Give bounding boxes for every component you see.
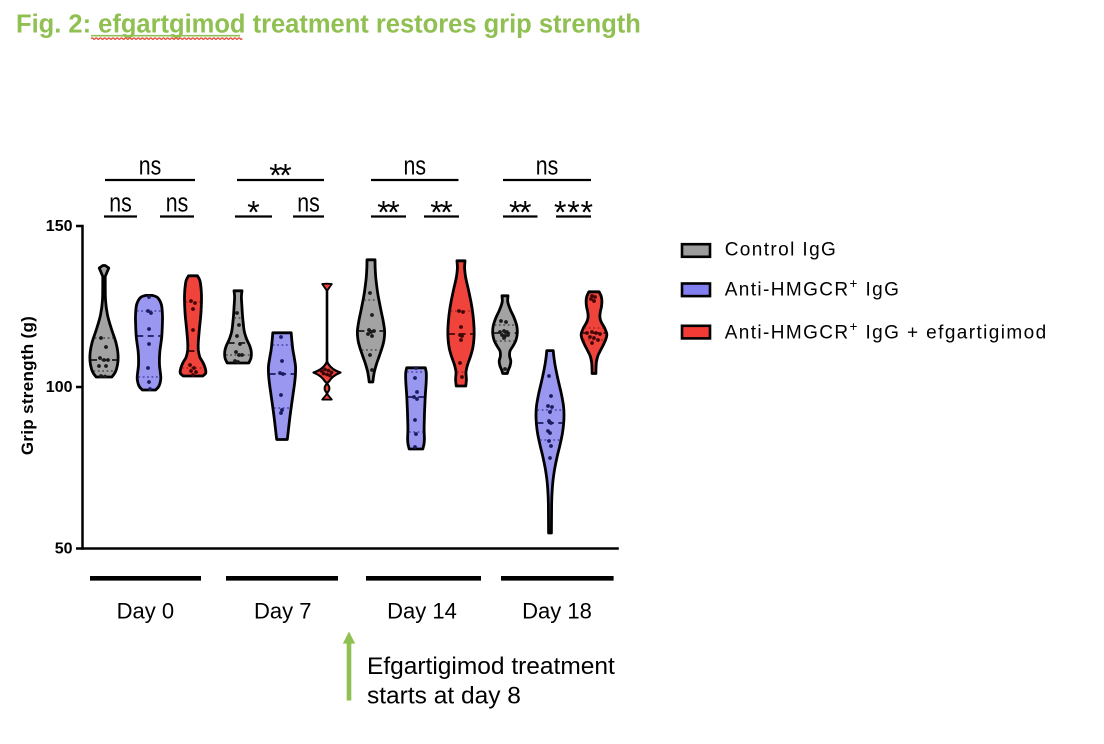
svg-text:ns: ns — [536, 153, 559, 181]
svg-text:**: ** — [430, 195, 453, 231]
svg-text:ns: ns — [139, 153, 162, 181]
svg-text:100: 100 — [46, 379, 73, 396]
svg-text:**: ** — [509, 195, 532, 231]
svg-text:Efgartigimod treatment: Efgartigimod treatment — [367, 653, 615, 680]
svg-text:Day 14: Day 14 — [387, 599, 457, 624]
svg-text:*: * — [247, 195, 259, 231]
svg-text:ns: ns — [166, 190, 189, 218]
svg-text:Day 18: Day 18 — [522, 599, 592, 624]
svg-text:50: 50 — [55, 541, 73, 558]
svg-text:Day 7: Day 7 — [254, 599, 311, 624]
svg-text:ns: ns — [109, 190, 132, 218]
svg-text:starts at day 8: starts at day 8 — [367, 683, 521, 710]
svg-text:**: ** — [377, 195, 400, 231]
svg-text:Day 0: Day 0 — [117, 599, 174, 624]
svg-text:ns: ns — [404, 153, 427, 181]
svg-text:Control IgG: Control IgG — [725, 239, 838, 260]
svg-text:**: ** — [269, 158, 292, 194]
svg-text:Grip strength (g): Grip strength (g) — [18, 316, 37, 455]
svg-text:ns: ns — [297, 190, 320, 218]
svg-text:Anti-HMGCR+ IgG + efgartigimod: Anti-HMGCR+ IgG + efgartigimod — [725, 319, 1048, 344]
svg-text:150: 150 — [46, 218, 73, 235]
svg-text:Fig. 2: efgartgimod treatment: Fig. 2: efgartgimod treatment restores g… — [16, 10, 641, 38]
svg-text:***: *** — [554, 195, 593, 231]
svg-text:Anti-HMGCR+ IgG: Anti-HMGCR+ IgG — [725, 276, 901, 301]
